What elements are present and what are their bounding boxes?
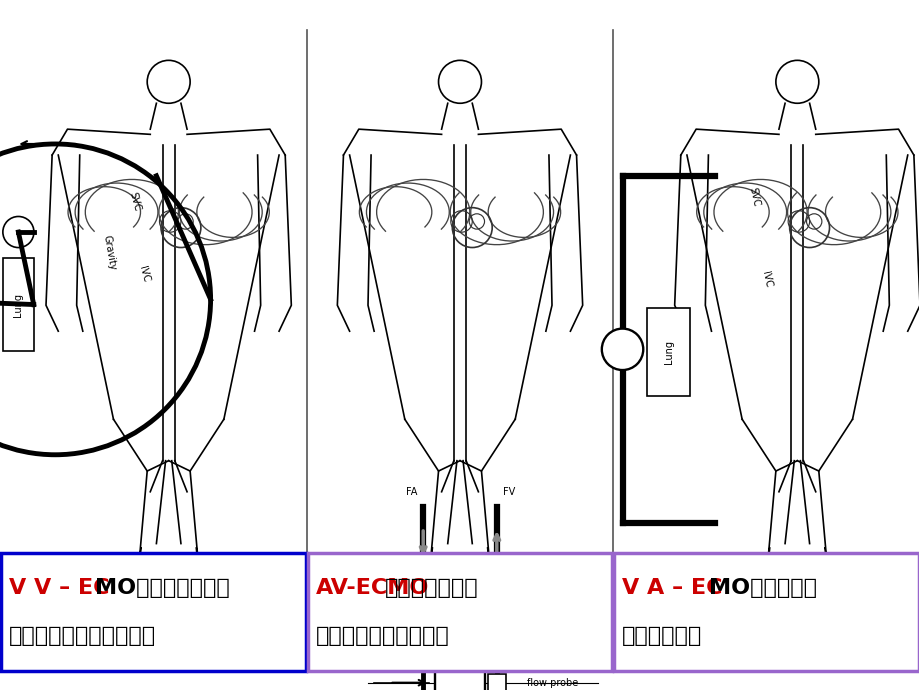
Text: V V – EC: V V – EC bbox=[9, 578, 109, 598]
Bar bbox=[614, 553, 918, 671]
Bar bbox=[435, 662, 484, 690]
Text: flow probe: flow probe bbox=[527, 678, 578, 688]
Text: FV: FV bbox=[503, 486, 515, 497]
Bar bbox=[487, 674, 505, 690]
Text: ：部分肺功能支: ：部分肺功能支 bbox=[385, 578, 478, 598]
Bar bbox=[646, 308, 689, 396]
Text: SVC: SVC bbox=[128, 191, 142, 213]
Text: IVC: IVC bbox=[759, 270, 772, 288]
Text: FA: FA bbox=[405, 486, 416, 497]
Text: MO：适用于肺功能: MO：适用于肺功能 bbox=[96, 578, 230, 598]
Bar bbox=[1, 553, 305, 671]
Text: IVC: IVC bbox=[137, 265, 151, 284]
Text: V A – EC: V A – EC bbox=[621, 578, 722, 598]
Bar bbox=[307, 553, 612, 671]
Text: Gravity: Gravity bbox=[101, 235, 118, 271]
Text: Lung: Lung bbox=[663, 340, 673, 364]
Circle shape bbox=[601, 328, 642, 370]
Bar bbox=[3, 258, 34, 351]
Text: 同时进行支持: 同时进行支持 bbox=[621, 626, 702, 646]
Text: SVC: SVC bbox=[746, 186, 761, 207]
Text: Lung: Lung bbox=[14, 293, 23, 317]
Text: O₂: O₂ bbox=[372, 660, 387, 673]
Text: 持，对心脏无支持作用: 持，对心脏无支持作用 bbox=[315, 626, 449, 646]
Text: MO：对心、肺: MO：对心、肺 bbox=[708, 578, 816, 598]
Text: AV-ECMO: AV-ECMO bbox=[315, 578, 428, 598]
Text: 损伤，对心脏无支持作用: 损伤，对心脏无支持作用 bbox=[9, 626, 156, 646]
